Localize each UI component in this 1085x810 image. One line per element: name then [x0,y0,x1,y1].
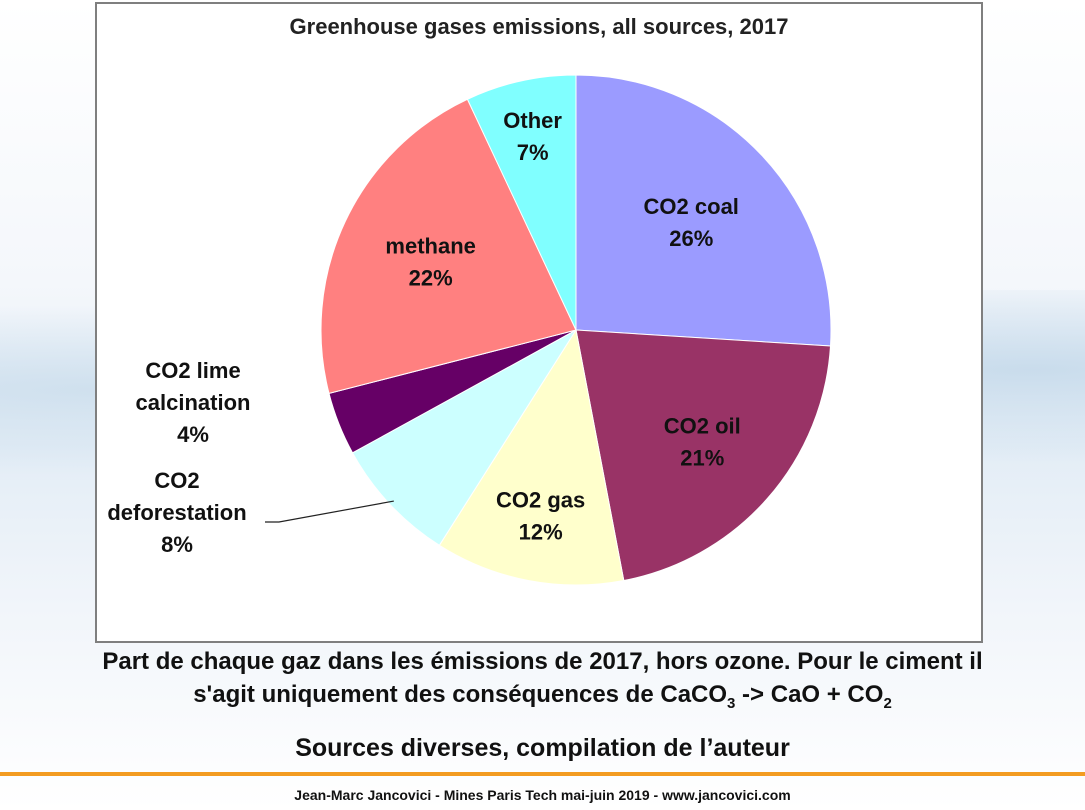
slice-category-label: Other [503,108,562,133]
chart-title: Greenhouse gases emissions, all sources,… [289,14,789,39]
caption-line-2: s'agit uniquement des conséquences de Ca… [0,679,1085,720]
slice-category-label: CO2 lime [145,358,240,383]
caption-line-2-prefix: s'agit uniquement des conséquences de Ca… [193,681,728,708]
pie-chart-svg: CO2 coal 26% CO2 oil 21% CO2 gas 12% CO2 defore… [107,74,832,586]
slice-value-label: 12% [519,519,563,544]
slice-value-label: 26% [669,226,713,251]
caption-subscript-2: 2 [883,694,892,712]
pie-chart: Greenhouse gases emissions, all sources,… [95,2,983,643]
footer-credit: Jean-Marc Jancovici - Mines Paris Tech m… [294,787,791,803]
pie-slice-co2-oil [575,329,832,582]
slice-category-label: deforestation [107,500,246,525]
pie-slice-methane [320,98,577,395]
slice-value-label: 4% [177,422,209,447]
footer-rule [0,772,1085,776]
slice-value-label: 7% [517,140,549,165]
slice-value-label: 21% [680,445,724,470]
pie-slice-co2-deforestation [351,329,577,546]
slice-category-label: CO2 coal [644,194,739,219]
slice-value-label: 8% [161,532,193,557]
slice-value-label: 22% [409,266,453,291]
pie-slice-co2-coal [575,74,832,347]
source-note: Sources diverses, compilation de l’auteu… [295,734,790,762]
slice-category-label: CO2 gas [496,487,585,512]
slice-category-label: CO2 [154,468,199,493]
pie-slice-other [466,74,577,331]
slice-category-label: CO2 oil [664,413,741,438]
caption-line-2-mid: -> CaO + CO [735,681,884,708]
leader-line [265,500,394,523]
caption-subscript-3: 3 [727,694,736,712]
caption-line-1: Part de chaque gaz dans les émissions de… [102,648,983,675]
pie-slice-co2-gas [438,328,625,586]
slice-category-label: methane [385,234,475,259]
slice-category-label: calcination [136,390,251,415]
